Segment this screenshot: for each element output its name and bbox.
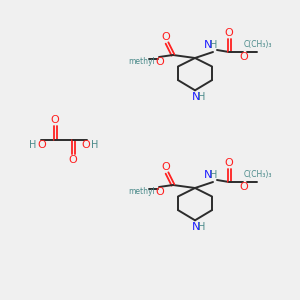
Text: O: O [156, 187, 164, 197]
Text: O: O [156, 57, 164, 67]
Text: H: H [210, 40, 218, 50]
Text: O: O [162, 162, 170, 172]
Text: O: O [38, 140, 46, 150]
Text: O: O [225, 158, 233, 168]
Text: H: H [198, 222, 206, 232]
Text: N: N [192, 222, 200, 232]
Text: H: H [210, 170, 218, 180]
Text: H: H [29, 140, 37, 150]
Text: O: O [240, 182, 248, 192]
Text: C(CH₃)₃: C(CH₃)₃ [244, 40, 272, 49]
Text: methyl: methyl [129, 56, 155, 65]
Text: C(CH₃)₃: C(CH₃)₃ [244, 169, 272, 178]
Text: O: O [69, 155, 77, 165]
Text: O: O [51, 115, 59, 125]
Text: O: O [162, 32, 170, 42]
Text: H: H [198, 92, 206, 102]
Text: H: H [91, 140, 99, 150]
Text: N: N [204, 170, 212, 180]
Text: O: O [240, 52, 248, 62]
Text: methyl: methyl [129, 187, 155, 196]
Text: N: N [192, 92, 200, 102]
Text: O: O [225, 28, 233, 38]
Text: O: O [82, 140, 90, 150]
Text: N: N [204, 40, 212, 50]
